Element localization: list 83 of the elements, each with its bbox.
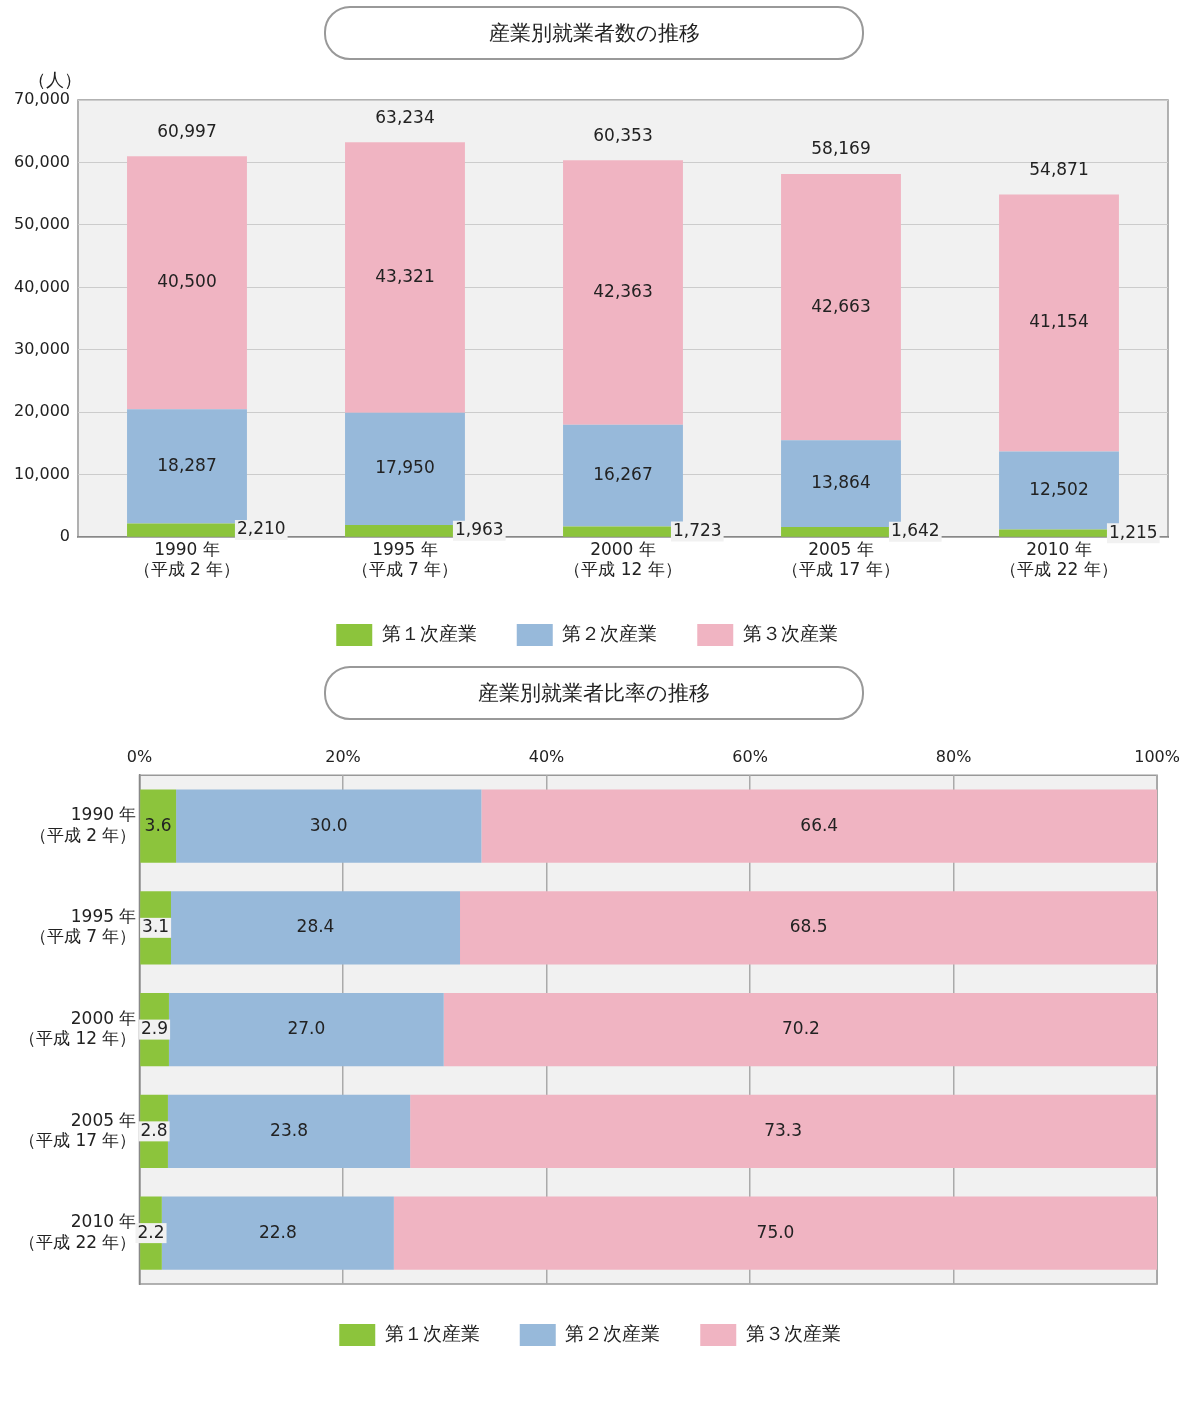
data-label: 42,363 [593, 280, 653, 301]
data-label: 2.9 [141, 1018, 169, 1039]
data-label: 13,864 [811, 472, 871, 493]
data-label: 40,500 [157, 271, 217, 292]
total-label: 63,234 [375, 106, 435, 127]
y-tick-label: 2000 年（平成 12 年） [18, 1007, 137, 1049]
bar [168, 992, 444, 1067]
x-tick-label: 2000 年（平成 12 年） [564, 538, 682, 580]
y-tick-label: 0 [59, 526, 70, 546]
x-tick-label: 60% [732, 746, 768, 766]
x-tick-label: 0% [126, 746, 153, 766]
data-label: 42,663 [811, 295, 871, 316]
y-tick-label: 60,000 [14, 151, 70, 171]
legend-label: 第３次産業 [745, 1321, 841, 1344]
data-label: 70.2 [782, 1018, 820, 1039]
y-tick-label: 70,000 [14, 89, 70, 109]
total-label: 60,353 [593, 124, 653, 145]
data-label: 3.1 [142, 916, 170, 937]
total-label: 54,871 [1029, 158, 1089, 179]
y-tick-label: 20,000 [14, 401, 70, 421]
bar [170, 891, 461, 965]
data-label: 12,502 [1029, 478, 1089, 499]
total-label: 58,169 [811, 138, 871, 159]
y-tick-label: 10,000 [14, 463, 70, 483]
legend-label: 第２次産業 [562, 621, 658, 644]
bar [443, 992, 1158, 1067]
bar [127, 156, 247, 410]
y-tick-label: 2010 年（平成 22 年） [18, 1211, 137, 1252]
legend-label: 第１次産業 [384, 1321, 480, 1344]
total-label: 60,997 [157, 120, 217, 141]
data-label: 22.8 [258, 1221, 297, 1242]
bar [410, 1094, 1157, 1168]
data-label: 43,321 [375, 265, 435, 286]
data-label: 3.6 [144, 814, 172, 835]
data-label: 17,950 [375, 457, 435, 478]
y-tick-label: 1990 年（平成 2 年） [29, 804, 137, 845]
data-label: 27.0 [287, 1018, 326, 1039]
data-label: 1,963 [454, 519, 504, 540]
bar [161, 1196, 394, 1270]
bar [393, 1196, 1158, 1270]
x-tick-label: 1995 年（平成 7 年） [351, 538, 459, 580]
data-label: 16,267 [593, 464, 653, 485]
x-tick-label: 80% [935, 746, 972, 766]
x-tick-label: 1990 年（平成 2 年） [133, 538, 241, 580]
data-label: 68.5 [789, 916, 828, 937]
bar [563, 160, 683, 425]
data-label: 1,642 [890, 520, 940, 541]
legend-label: 第２次産業 [565, 1321, 661, 1344]
bar [167, 1094, 411, 1168]
y-axis-title: （人） [28, 68, 82, 92]
data-label: 2.2 [137, 1221, 165, 1242]
x-tick-label: 40% [528, 746, 565, 766]
chart-title: 産業別就業者比率の推移 [324, 666, 864, 720]
bar [140, 789, 177, 863]
bar [781, 173, 901, 441]
data-label: 1,215 [1108, 521, 1158, 542]
data-label: 2.8 [140, 1119, 168, 1140]
data-label: 23.8 [270, 1119, 308, 1140]
data-label: 30.0 [309, 814, 348, 835]
data-label: 2,210 [236, 518, 286, 539]
bar [345, 142, 465, 413]
data-label: 66.4 [800, 814, 839, 835]
data-label: 75.0 [756, 1221, 795, 1242]
data-label: 28.4 [296, 916, 335, 937]
data-label: 1,723 [672, 519, 722, 540]
y-tick-label: 30,000 [14, 338, 70, 358]
x-tick-label: 2005 年（平成 17 年） [782, 538, 900, 580]
bar [176, 789, 482, 863]
y-tick-label: 40,000 [14, 276, 70, 296]
legend-label: 第１次産業 [381, 621, 477, 644]
chart-title: 産業別就業者数の推移 [324, 6, 864, 60]
legend-label: 第３次産業 [742, 621, 838, 644]
x-tick-label: 100% [1134, 746, 1180, 766]
bar [481, 789, 1158, 863]
y-tick-label: 1995 年（平成 7 年） [29, 906, 137, 947]
y-tick-label: 2005 年（平成 17 年） [18, 1109, 137, 1150]
x-tick-label: 20% [325, 746, 361, 766]
y-tick-label: 50,000 [14, 214, 70, 234]
data-label: 41,154 [1029, 311, 1089, 332]
data-label: 73.3 [764, 1119, 803, 1140]
bar [460, 891, 1158, 965]
data-label: 18,287 [157, 454, 217, 475]
bar [999, 194, 1119, 452]
